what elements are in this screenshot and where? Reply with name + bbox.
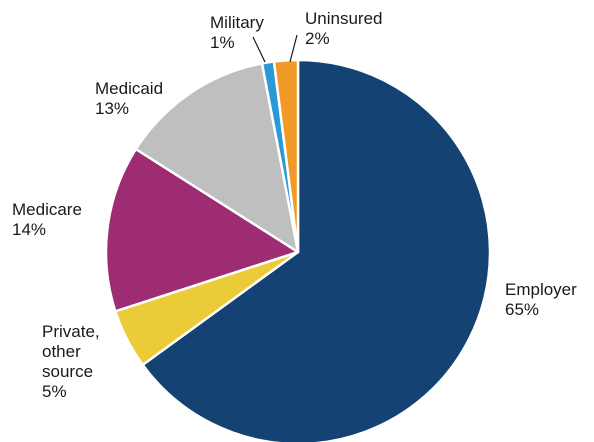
label-value-uninsured: 2% [305, 29, 330, 48]
label-value-employer: 65% [505, 300, 539, 319]
label-value-private-other-source: 5% [42, 382, 67, 401]
label-name-uninsured: Uninsured [305, 9, 383, 28]
label-name-medicaid: Medicaid [95, 79, 163, 98]
label-value-medicare: 14% [12, 220, 46, 239]
label-name-private-other-source: other [42, 342, 81, 361]
label-name-employer: Employer [505, 280, 577, 299]
slice-medicare [104, 147, 300, 313]
slice-uninsured [272, 58, 300, 254]
label-uninsured: Uninsured 2% [305, 9, 383, 48]
slice-labels: Employer 65% Private, other source 5% Medicare… [12, 9, 577, 401]
slice-medicaid [134, 62, 300, 254]
leader-line-uninsured [289, 34, 298, 63]
label-name-medicare: Medicare [12, 200, 82, 219]
label-medicare: Medicare 14% [12, 200, 82, 239]
label-name-private-other-source: Private, [42, 322, 100, 341]
label-value-military: 1% [210, 33, 235, 52]
label-name-private-other-source: source [42, 362, 93, 381]
leader-line-military [252, 36, 266, 63]
slice-employer [141, 58, 492, 442]
label-medicaid: Medicaid 13% [95, 79, 163, 118]
label-name-military: Military [210, 13, 264, 32]
label-value-medicaid: 13% [95, 99, 129, 118]
leader-lines [252, 34, 298, 63]
pie-slices [104, 58, 492, 442]
label-private-other-source: Private, other source 5% [42, 322, 100, 401]
label-employer: Employer 65% [505, 280, 577, 319]
label-military: Military 1% [210, 13, 264, 52]
